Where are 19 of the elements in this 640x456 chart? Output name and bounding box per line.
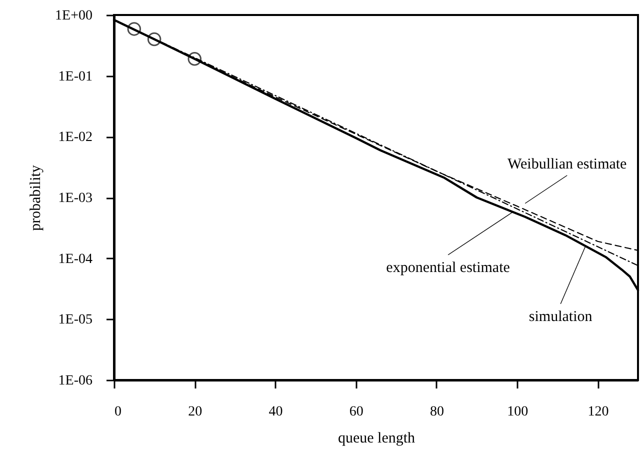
x-tick-label: 40: [268, 404, 283, 420]
x-tick-label: 20: [188, 404, 202, 420]
y-axis-title: probability: [28, 164, 44, 231]
x-tick-label: 60: [349, 404, 364, 420]
y-tick-label: 1E+00: [55, 8, 92, 24]
annotation: Weibullian estimate: [508, 156, 628, 172]
y-tick-label: 1E-04: [58, 252, 92, 267]
y-tick-label: 1E-02: [58, 130, 92, 146]
x-tick-label: 120: [588, 404, 609, 420]
annotation: simulation: [528, 308, 593, 325]
x-axis-title: queue length: [338, 430, 416, 446]
x-tick-label: 0: [114, 404, 122, 420]
x-tick-label: 80: [430, 404, 444, 420]
y-tick-label: 1E-05: [58, 312, 92, 328]
y-tick-label: 1E-03: [58, 191, 92, 206]
y-tick-label: 1E-06: [58, 374, 92, 388]
annotation: exponential estimate: [386, 260, 510, 276]
x-tick-label: 100: [507, 404, 528, 420]
y-tick-label: 1E-01: [58, 69, 92, 84]
